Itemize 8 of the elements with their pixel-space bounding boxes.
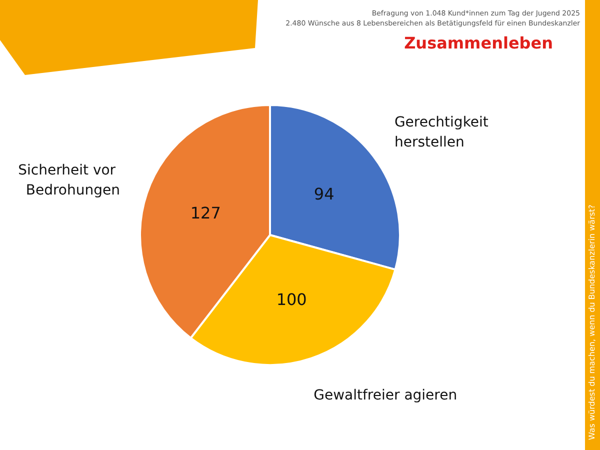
slice-label: Sicherheit vor Bedrohungen <box>18 162 120 199</box>
chart-title: Zusammenleben <box>404 34 554 52</box>
data-label: 127 <box>190 204 221 223</box>
data-label: 94 <box>314 184 334 204</box>
data-label: 100 <box>276 290 307 309</box>
text: Was würdest du machen, wenn du Bundeskanzlerin wärst? <box>588 204 596 440</box>
slice-label: Gewaltfreier agieren <box>314 387 458 404</box>
slice-label: Gerechtigkeit herstellen <box>394 114 493 151</box>
